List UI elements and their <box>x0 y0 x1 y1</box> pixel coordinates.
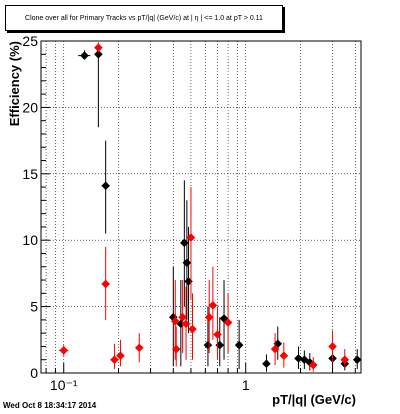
data-point <box>270 344 280 354</box>
data-point <box>116 351 125 361</box>
timestamp: Wed Oct 8 18:34:17 2014 <box>3 401 97 410</box>
data-point <box>134 343 144 353</box>
data-point <box>101 181 110 191</box>
data-point <box>223 318 233 327</box>
data-point <box>94 49 103 59</box>
y-tick-label: 15 <box>22 166 38 182</box>
y-axis-label: Efficiency (%) <box>7 41 22 126</box>
data-point <box>300 355 309 365</box>
data-point <box>171 344 181 354</box>
data-point <box>170 316 180 326</box>
data-point <box>182 258 192 268</box>
data-point <box>178 312 187 322</box>
data-point <box>80 51 89 60</box>
data-point <box>94 43 103 52</box>
data-point <box>308 360 318 370</box>
data-point <box>234 340 244 350</box>
data-point <box>262 359 271 369</box>
data-point <box>215 340 225 350</box>
data-point <box>204 312 214 322</box>
data-point <box>186 233 196 242</box>
data-point <box>203 340 213 350</box>
data-point <box>328 342 337 351</box>
data-point <box>181 319 191 329</box>
y-tick-label: 10 <box>22 232 38 248</box>
y-tick-label: 0 <box>30 365 38 381</box>
data-point <box>169 312 178 322</box>
x-axis-label: pT/|q| (GeV/c) <box>272 392 356 407</box>
data-point <box>273 339 283 349</box>
data-point <box>101 279 110 289</box>
data-point <box>213 330 222 339</box>
data-point <box>188 324 197 334</box>
x-tick-label: 10⁻¹ <box>50 377 78 393</box>
data-point <box>59 346 69 355</box>
y-tick-label: 25 <box>22 33 38 49</box>
chart-title: Clone over all for Primary Tracks vs pT/… <box>5 5 283 31</box>
x-tick-label: 1 <box>242 377 250 393</box>
y-tick-label: 5 <box>30 299 38 315</box>
data-point <box>279 351 289 361</box>
data-point <box>208 300 218 310</box>
data-point <box>352 355 362 365</box>
data-point <box>340 355 350 365</box>
data-point <box>294 354 303 363</box>
data-point <box>110 355 119 365</box>
y-tick-label: 20 <box>22 99 38 115</box>
plot-frame <box>40 40 362 374</box>
